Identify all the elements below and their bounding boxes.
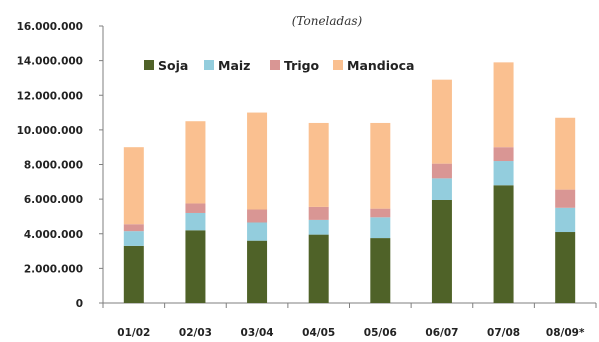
bar-segment-soja [370, 238, 391, 303]
y-tick-label: 16.000.000 [17, 21, 83, 33]
bar-segment-maiz [431, 178, 452, 200]
y-tick-label: 0 [76, 298, 83, 310]
bar-segment-mandioca [493, 62, 514, 148]
y-tick-label: 8.000.000 [24, 160, 83, 172]
bar-segment-soja [247, 240, 268, 303]
bar-segment-soja [555, 232, 576, 303]
bar-segment-mandioca [431, 79, 452, 164]
bar-segment-maiz [555, 207, 576, 233]
bar-segment-maiz [370, 217, 391, 239]
bar-segment-soja [493, 185, 514, 303]
x-tick-label: 03/04 [241, 327, 274, 339]
y-tick-label: 2.000.000 [24, 263, 83, 275]
legend-label-maiz: Maiz [218, 58, 250, 73]
legend: Soja Maiz Trigo Mandioca [144, 58, 414, 73]
bar-segment-mandioca [370, 122, 391, 209]
bar-segment-soja [431, 199, 452, 303]
bar-segment-maiz [185, 212, 206, 231]
bar-segment-trigo [555, 189, 576, 208]
x-tick-label: 01/02 [117, 327, 150, 339]
legend-swatch-maiz [204, 60, 214, 70]
axes: 0 2.000.000 4.000.000 6.000.000 8.000.000 10.… [17, 21, 597, 339]
bar-segment-maiz [308, 219, 329, 235]
chart-title: (Toneladas) [292, 14, 363, 28]
legend-label-trigo: Trigo [284, 58, 320, 73]
bar-segment-mandioca [308, 122, 329, 207]
bar-segment-soja [308, 234, 329, 303]
x-tick-label: 07/08 [487, 327, 520, 339]
legend-swatch-soja [144, 60, 154, 70]
bar-segment-trigo [493, 147, 514, 162]
y-tick-label: 12.000.000 [17, 90, 83, 102]
bar-segment-mandioca [185, 121, 206, 204]
legend-label-soja: Soja [158, 58, 188, 73]
bar-segment-maiz [493, 161, 514, 186]
legend-label-mandioca: Mandioca [347, 58, 414, 73]
bar-segment-maiz [247, 222, 268, 241]
bar-segment-soja [123, 245, 144, 303]
y-tick-label: 4.000.000 [24, 229, 83, 241]
bar-segment-trigo [123, 224, 144, 232]
bar-segment-trigo [370, 208, 391, 218]
bar-segment-mandioca [555, 117, 576, 190]
y-tick-label: 10.000.000 [17, 125, 83, 137]
bar-segment-trigo [247, 209, 268, 223]
bar-segment-mandioca [123, 147, 144, 225]
x-tick-label: 06/07 [425, 327, 458, 339]
x-tick-label: 08/09* [546, 327, 585, 339]
bar-segment-mandioca [247, 112, 268, 210]
bar-segment-maiz [123, 231, 144, 246]
x-tick-label: 02/03 [179, 327, 212, 339]
legend-swatch-mandioca [333, 60, 343, 70]
bar-segment-trigo [308, 206, 329, 220]
bar-segment-trigo [431, 163, 452, 179]
x-tick-label: 04/05 [302, 327, 335, 339]
legend-swatch-trigo [270, 60, 280, 70]
bar-segment-soja [185, 230, 206, 303]
x-tick-label: 05/06 [364, 327, 397, 339]
y-tick-label: 14.000.000 [17, 56, 83, 68]
y-tick-label: 6.000.000 [24, 194, 83, 206]
bar-segment-trigo [185, 203, 206, 213]
bars [123, 62, 576, 303]
